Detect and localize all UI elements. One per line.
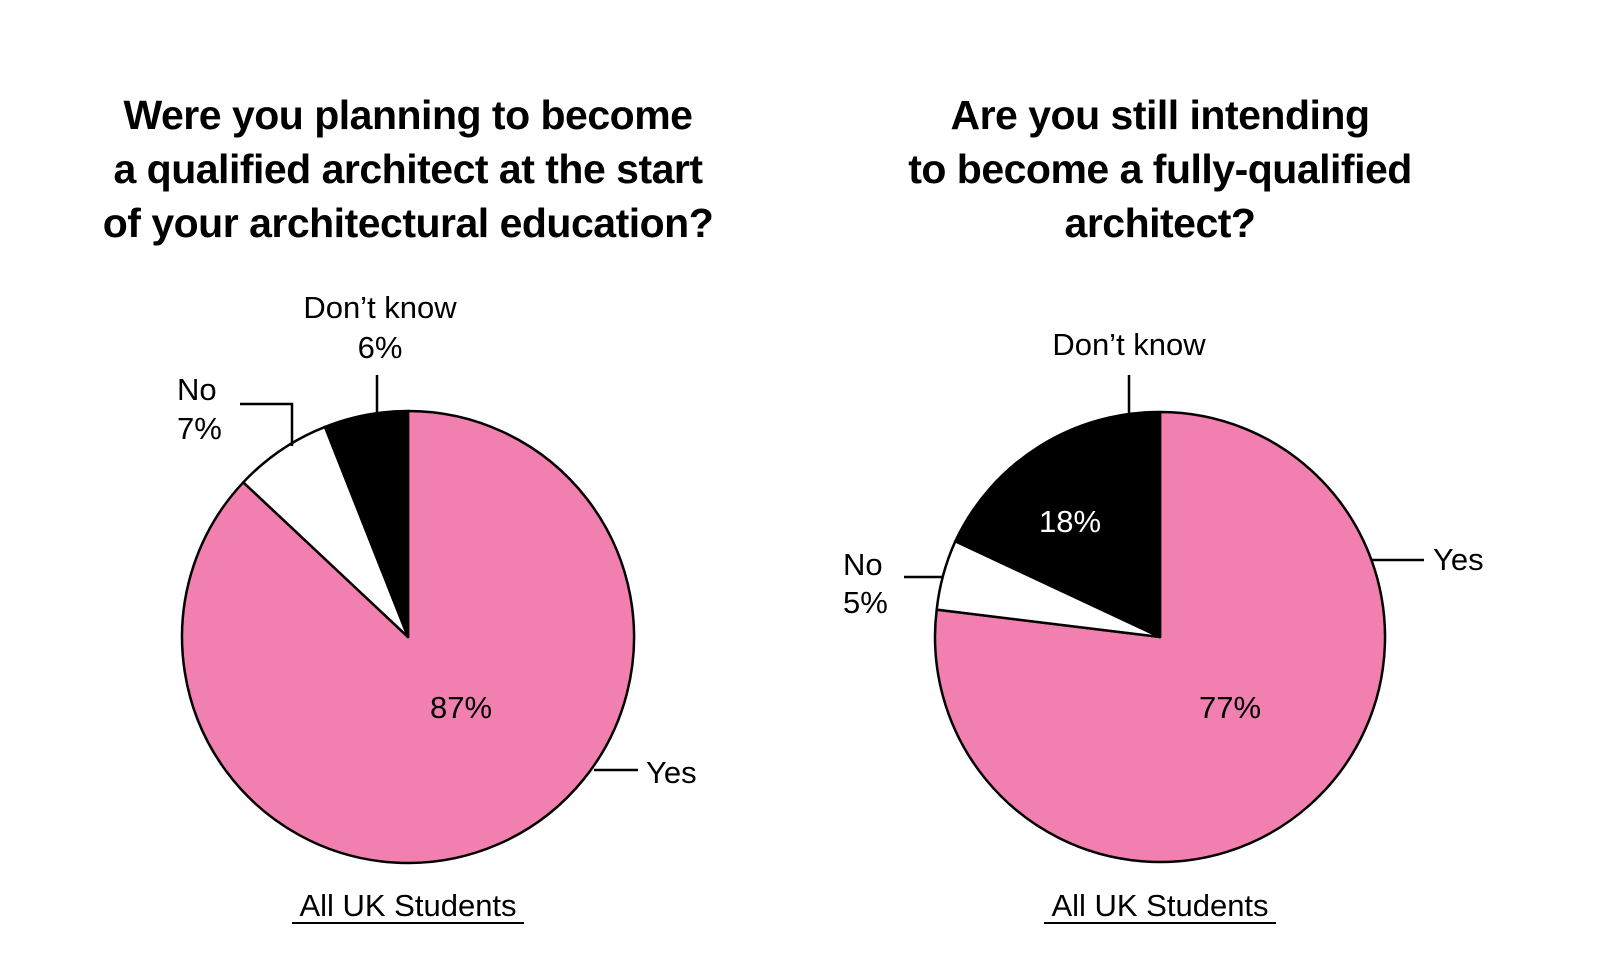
label-yes-pct: 77%	[1199, 690, 1261, 725]
label-yes: Yes	[1433, 542, 1484, 577]
pie-chart-left	[180, 409, 636, 865]
label-no: No	[177, 372, 217, 407]
label-no: No	[843, 547, 883, 582]
label-no-pct: 7%	[177, 411, 222, 446]
pie-chart-right	[933, 410, 1387, 864]
label-yes-pct: 87%	[430, 690, 492, 725]
label-no-pct: 5%	[843, 585, 888, 620]
title-line: Are you still intending	[950, 92, 1370, 138]
label-dont-know-pct: 6%	[358, 330, 403, 365]
slice-dont-know	[954, 410, 1162, 639]
subtitle-left: All UK Students	[299, 888, 516, 923]
title-line: Were you planning to become	[123, 92, 693, 138]
chart-title-left: Were you planning to become a qualified …	[58, 88, 758, 250]
label-dont-know-pct: 18%	[1039, 504, 1101, 539]
title-line: of your architectural education?	[102, 200, 714, 246]
title-line: a qualified architect at the start	[113, 146, 703, 192]
slice-dont-know	[323, 409, 410, 639]
chart-title-right: Are you still intending to become a full…	[810, 88, 1510, 250]
leader-lines-right	[904, 375, 1424, 579]
leader-lines-left	[240, 375, 638, 772]
label-dont-know: Don’t know	[303, 290, 457, 325]
title-line: architect?	[1064, 200, 1256, 246]
title-line: to become a fully-qualified	[908, 146, 1412, 192]
label-dont-know: Don’t know	[1052, 327, 1206, 362]
label-yes: Yes	[646, 755, 697, 790]
subtitle-right: All UK Students	[1051, 888, 1268, 923]
